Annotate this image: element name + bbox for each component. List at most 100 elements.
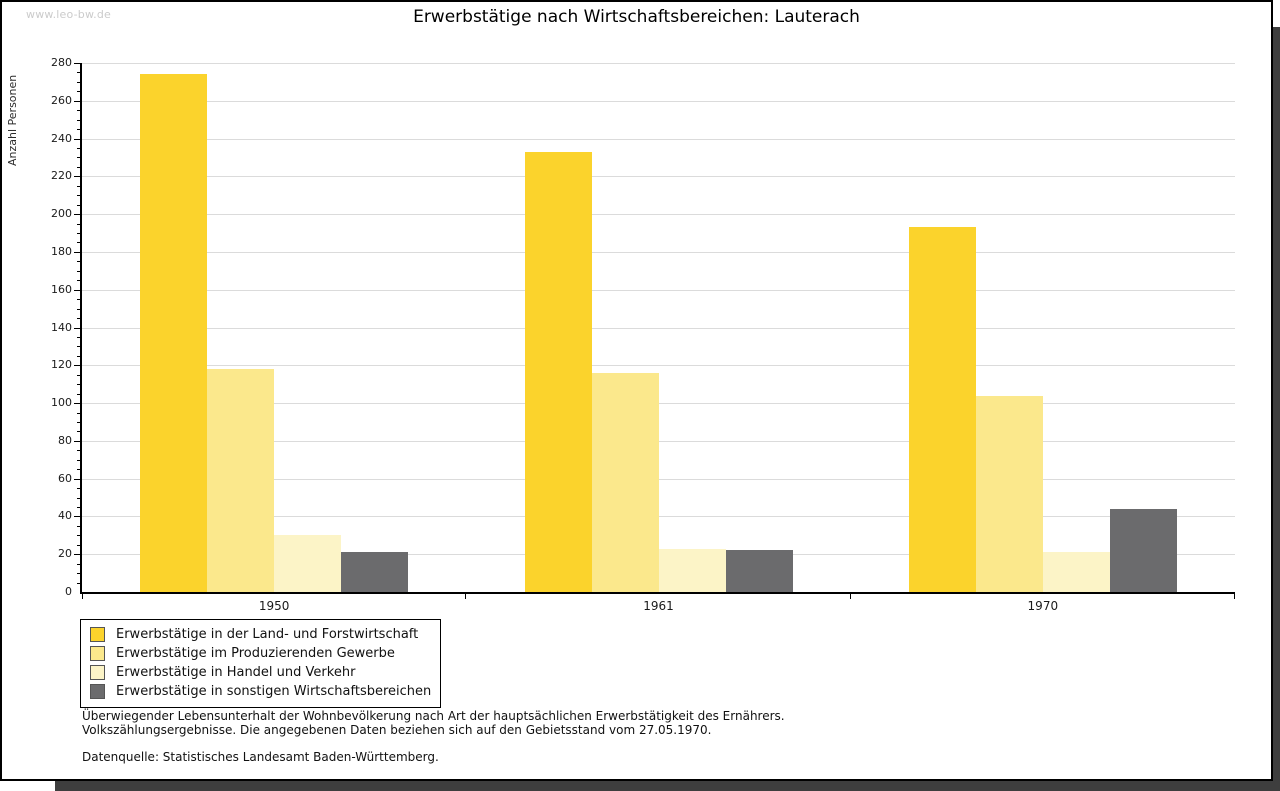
y-tick-label: 180 xyxy=(51,244,72,258)
legend-color-swatch xyxy=(90,627,105,642)
footnote: Überwiegender Lebensunterhalt der Wohnbe… xyxy=(82,709,785,764)
bar xyxy=(591,372,659,592)
card-drop-shadow-right xyxy=(1273,27,1280,791)
y-major-tick xyxy=(74,516,80,518)
y-minor-tick xyxy=(77,242,80,244)
y-minor-tick xyxy=(77,421,80,423)
footnote-line-2: Volkszählungsergebnisse. Die angegebenen… xyxy=(82,723,712,737)
y-minor-tick xyxy=(77,525,80,527)
y-major-tick xyxy=(74,440,80,442)
gridline xyxy=(82,440,1235,442)
bar xyxy=(207,369,275,592)
y-minor-tick xyxy=(77,355,80,357)
y-minor-tick xyxy=(77,563,80,565)
legend-item-label: Erwerbstätige in Handel und Verkehr xyxy=(116,665,356,680)
y-minor-tick xyxy=(77,72,80,74)
bar xyxy=(341,552,409,592)
y-minor-tick xyxy=(77,582,80,584)
y-minor-tick xyxy=(77,91,80,93)
y-minor-tick xyxy=(77,280,80,282)
y-major-tick xyxy=(74,403,80,405)
legend-item: Erwerbstätige im Produzierenden Gewerbe xyxy=(90,644,431,663)
y-minor-tick xyxy=(77,195,80,197)
y-minor-tick xyxy=(77,497,80,499)
y-major-tick xyxy=(74,289,80,291)
x-axis-tick xyxy=(849,594,851,599)
y-tick-label: 200 xyxy=(51,207,72,221)
y-minor-tick xyxy=(77,81,80,83)
y-major-tick xyxy=(74,214,80,216)
y-minor-tick xyxy=(77,469,80,471)
footnote-line-1: Überwiegender Lebensunterhalt der Wohnbe… xyxy=(82,709,785,723)
y-tick-label: 140 xyxy=(51,320,72,334)
watermark-text: www.leo-bw.de xyxy=(26,8,112,21)
x-axis-tick xyxy=(1234,594,1235,599)
y-major-tick xyxy=(74,365,80,367)
bar xyxy=(975,395,1043,592)
y-minor-tick xyxy=(77,204,80,206)
y-minor-tick xyxy=(77,535,80,537)
bar xyxy=(140,74,208,592)
gridline xyxy=(82,176,1235,178)
y-minor-tick xyxy=(77,336,80,338)
x-tick-label: 1950 xyxy=(258,599,290,613)
x-axis-tick xyxy=(465,594,467,599)
y-minor-tick xyxy=(77,299,80,301)
gridline xyxy=(82,365,1235,367)
y-major-tick xyxy=(74,251,80,253)
bar xyxy=(658,548,726,592)
y-major-tick xyxy=(74,100,80,102)
y-minor-tick xyxy=(77,223,80,225)
y-tick-label: 20 xyxy=(58,547,72,561)
y-major-tick xyxy=(74,478,80,480)
y-minor-tick xyxy=(77,573,80,575)
y-minor-tick xyxy=(77,110,80,112)
bar xyxy=(1109,508,1177,592)
y-minor-tick xyxy=(77,129,80,131)
bar xyxy=(1042,552,1110,592)
gridline xyxy=(82,289,1235,291)
y-major-tick xyxy=(74,176,80,178)
y-minor-tick xyxy=(77,488,80,490)
gridline xyxy=(82,138,1235,140)
y-minor-tick xyxy=(77,119,80,121)
y-tick-label: 100 xyxy=(51,396,72,410)
gridline xyxy=(82,403,1235,405)
legend-color-swatch xyxy=(90,646,105,661)
gridline xyxy=(82,214,1235,216)
y-minor-tick xyxy=(77,450,80,452)
x-tick-label: 1970 xyxy=(1027,599,1059,613)
y-minor-tick xyxy=(77,384,80,386)
y-tick-label: 40 xyxy=(58,509,72,523)
y-minor-tick xyxy=(77,506,80,508)
legend-item-label: Erwerbstätige im Produzierenden Gewerbe xyxy=(116,646,395,661)
bar xyxy=(524,151,592,592)
gridline xyxy=(82,251,1235,253)
y-minor-tick xyxy=(77,412,80,414)
gridline xyxy=(82,63,1235,64)
bar xyxy=(274,535,342,592)
y-minor-tick xyxy=(77,308,80,310)
gridline xyxy=(82,327,1235,329)
y-major-tick xyxy=(74,327,80,329)
card-drop-shadow-bottom xyxy=(55,781,1280,791)
y-axis-title: Anzahl Personen xyxy=(6,74,19,166)
x-tick-label: 1961 xyxy=(643,599,674,613)
legend-item: Erwerbstätige in sonstigen Wirtschaftsbe… xyxy=(90,682,431,701)
y-minor-tick xyxy=(77,346,80,348)
gridline xyxy=(82,516,1235,518)
y-major-tick xyxy=(74,138,80,140)
y-major-tick xyxy=(74,554,80,556)
y-minor-tick xyxy=(77,431,80,433)
plot-area: 0 20 40 60 80 100 120 140 160 180 200 220 240 260 280 1… xyxy=(51,56,1235,613)
y-tick-label: 240 xyxy=(51,131,72,145)
y-minor-tick xyxy=(77,318,80,320)
data-source: Datenquelle: Statistisches Landesamt Bad… xyxy=(82,750,439,764)
gridline xyxy=(82,100,1235,102)
legend-item-label: Erwerbstätige in sonstigen Wirtschaftsbe… xyxy=(116,684,432,699)
y-minor-tick xyxy=(77,544,80,546)
gridline xyxy=(82,478,1235,480)
legend-item: Erwerbstätige in Handel und Verkehr xyxy=(90,663,431,682)
y-tick-label: 220 xyxy=(51,169,72,183)
